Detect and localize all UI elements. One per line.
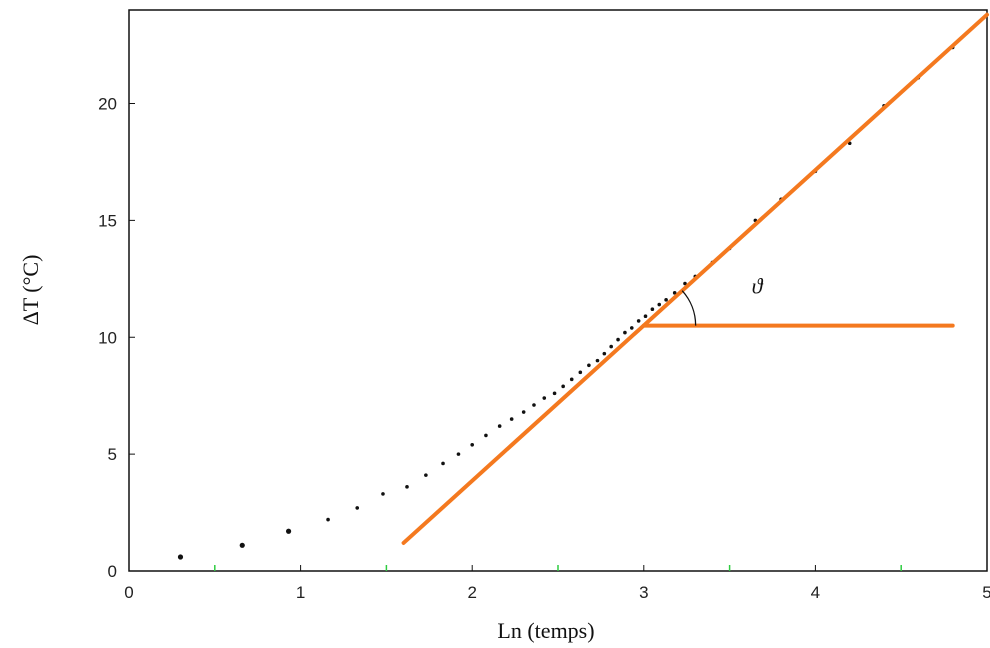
- fit-line: [401, 12, 989, 545]
- x-axis-label: Ln (temps): [497, 618, 594, 643]
- x-axis: 0 1 2 3 4 5: [124, 565, 990, 602]
- x-tick-label: 1: [296, 583, 305, 602]
- data-point: [650, 307, 655, 312]
- data-point: [381, 492, 385, 496]
- y-tick-label: 0: [108, 562, 117, 581]
- plot-area-frame: [128, 9, 988, 572]
- annotations: ϑ: [401, 12, 989, 545]
- data-point: [672, 291, 677, 295]
- data-point: [552, 391, 557, 396]
- data-point: [441, 461, 445, 466]
- data-point: [521, 410, 526, 414]
- data-point: [424, 473, 428, 477]
- data-point: [509, 417, 514, 421]
- data-point: [542, 396, 547, 400]
- data-point: [239, 542, 245, 548]
- data-point: [623, 330, 627, 335]
- data-point: [561, 384, 565, 389]
- y-axis-label: ΔT (°C): [18, 255, 43, 326]
- data-point: [532, 403, 536, 407]
- data-point: [595, 358, 600, 363]
- data-point: [683, 281, 687, 286]
- data-point: [355, 506, 360, 510]
- data-point: [664, 298, 668, 302]
- data-point: [657, 302, 662, 307]
- data-point: [285, 528, 292, 534]
- data-point: [326, 517, 330, 522]
- data-point: [629, 326, 634, 330]
- data-point: [456, 452, 461, 456]
- y-tick-label: 10: [98, 328, 117, 347]
- data-point: [177, 554, 184, 560]
- data-point: [497, 424, 502, 428]
- data-point: [643, 314, 648, 319]
- x-tick-label: 5: [982, 583, 990, 602]
- y-tick-label: 5: [108, 445, 117, 464]
- data-point: [602, 351, 607, 356]
- y-tick-label: 15: [98, 211, 117, 230]
- x-tick-label: 4: [811, 583, 820, 602]
- data-point: [616, 337, 620, 342]
- data-point: [470, 442, 475, 447]
- data-point: [636, 319, 641, 323]
- angle-label: ϑ: [752, 274, 764, 299]
- x-tick-label: 3: [639, 583, 648, 602]
- data-point: [578, 370, 583, 375]
- x-tick-label: 0: [124, 583, 133, 602]
- data-point: [609, 344, 613, 349]
- y-axis: 0 5 10 15 20: [98, 95, 135, 581]
- data-point: [569, 377, 574, 382]
- data-point: [587, 363, 591, 368]
- y-tick-label: 20: [98, 95, 117, 114]
- data-point: [405, 485, 409, 489]
- angle-arc: [681, 290, 697, 326]
- data-point: [484, 433, 488, 438]
- data-points: [177, 45, 955, 560]
- x-tick-label: 2: [467, 583, 476, 602]
